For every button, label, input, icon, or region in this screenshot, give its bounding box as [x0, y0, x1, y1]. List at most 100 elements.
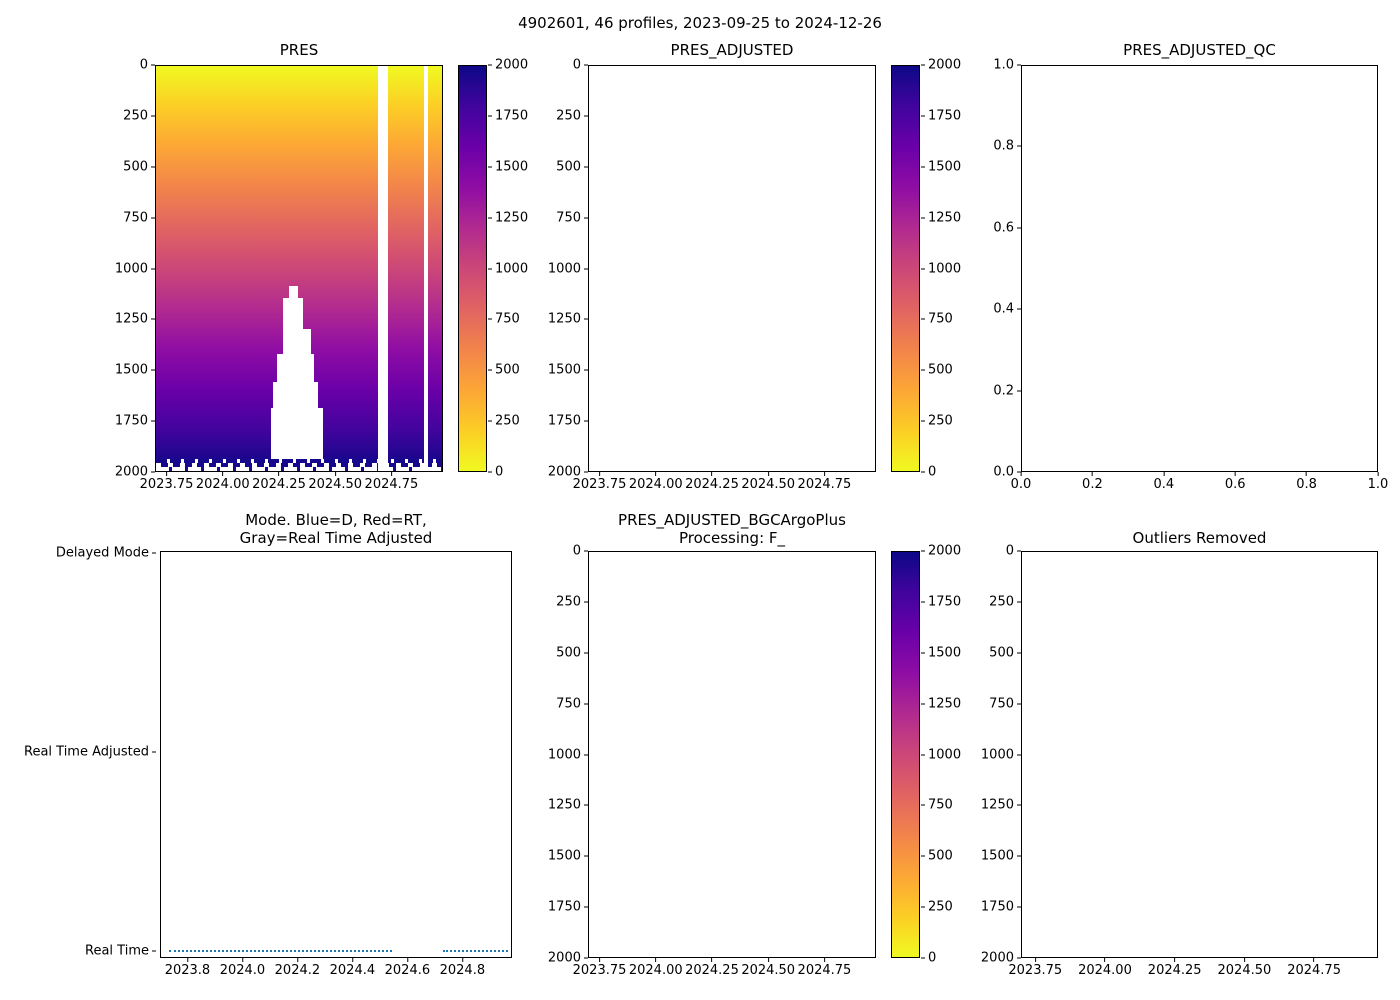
real-time-mode-line-segment — [169, 950, 392, 952]
tick-label: 2024.00 — [629, 472, 683, 492]
tick-label: 2023.8 — [165, 958, 210, 978]
tick-label: 2024.50 — [308, 472, 362, 492]
tick-label: 0.0 — [1011, 472, 1031, 492]
tick-label: 2024.75 — [798, 472, 851, 492]
tick-label: 500 — [123, 159, 155, 174]
mode-title-line2: Gray=Real Time Adjusted — [239, 529, 433, 547]
tick-label: 750 — [989, 696, 1021, 711]
tick-label: 1000 — [548, 261, 588, 276]
tick-label: 2024.00 — [1078, 958, 1132, 978]
tick-label: 1250 — [488, 210, 528, 225]
tick-label: 1000 — [488, 261, 528, 276]
tick-label: 1500 — [115, 363, 155, 378]
pres-colorbar — [458, 65, 487, 472]
tick-label: 1750 — [981, 900, 1021, 915]
tick-label: 1750 — [921, 108, 961, 123]
mode-x-axis-ticks: 2023.8 2024.0 2024.2 2024.4 2024.6 2024.8 — [160, 958, 512, 982]
tick-label: 0 — [1006, 544, 1021, 559]
tick-label: 2024.2 — [275, 958, 320, 978]
tick-label: 250 — [921, 900, 953, 915]
tick-label: 0.8 — [993, 139, 1021, 154]
tick-label: 2023.75 — [140, 472, 193, 492]
tick-label: 250 — [556, 108, 588, 123]
pres-adjusted-plot-area — [588, 65, 876, 472]
tick-label: 2000 — [921, 58, 961, 73]
tick-label: 2024.00 — [629, 958, 683, 978]
outliers-x-axis-ticks: 2023.75 2024.00 2024.25 2024.50 2024.75 — [1008, 958, 1378, 982]
tick-label: 1250 — [981, 798, 1021, 813]
bgc-x-axis-ticks: 2023.75 2024.00 2024.25 2024.50 2024.75 — [573, 958, 876, 982]
tick-label: 500 — [488, 363, 520, 378]
tick-label: 0 — [921, 951, 936, 966]
tick-label: Real Time — [85, 943, 156, 958]
pres-plot-area — [155, 65, 443, 472]
bgc-colorbar-gradient — [892, 552, 919, 957]
tick-label: 2024.50 — [741, 472, 795, 492]
tick-label: 0 — [488, 465, 503, 480]
tick-label: 1750 — [548, 414, 588, 429]
tick-label: 750 — [921, 312, 953, 327]
tick-label: 1000 — [981, 747, 1021, 762]
missing-data-step — [283, 329, 311, 354]
mode-y-axis-ticks: Delayed Mode Real Time Adjusted Real Time — [10, 545, 156, 958]
missing-data-step — [283, 298, 303, 329]
bgc-title-line2: Processing: F_ — [678, 529, 786, 547]
profile-bottom-jagged-edge — [156, 463, 442, 467]
tick-label: 2024.75 — [1287, 958, 1341, 978]
tick-label: 0.4 — [993, 302, 1021, 317]
tick-label: 0.2 — [1082, 472, 1103, 492]
tick-label: 2024.00 — [196, 472, 250, 492]
tick-label: 500 — [556, 645, 588, 660]
tick-label: 2024.0 — [220, 958, 265, 978]
tick-label: 2000 — [921, 544, 961, 559]
tick-label: 500 — [556, 159, 588, 174]
tick-label: 1500 — [548, 363, 588, 378]
pres-adjusted-colorbar-ticks: 2000 1750 1500 1250 1000 750 500 250 0 — [921, 58, 971, 480]
tick-label: 0.0 — [993, 465, 1021, 480]
tick-label: 2000 — [548, 951, 588, 966]
missing-data-step — [273, 382, 318, 408]
missing-data-step — [271, 408, 323, 459]
bgc-colorbar-ticks: 2000 1750 1500 1250 1000 750 500 250 0 — [921, 544, 971, 966]
tick-label: 0.6 — [1225, 472, 1246, 492]
tick-label: 500 — [921, 363, 953, 378]
missing-profiles-stripe — [378, 66, 388, 471]
tick-label: 250 — [989, 594, 1021, 609]
qc-plot-area — [1021, 65, 1378, 472]
tick-label: 2024.25 — [1148, 958, 1202, 978]
tick-label: 1.0 — [993, 58, 1021, 73]
tick-label: 500 — [989, 645, 1021, 660]
tick-label: 1750 — [115, 414, 155, 429]
tick-label: 250 — [123, 108, 155, 123]
tick-label: 0 — [573, 544, 588, 559]
tick-label: 2023.75 — [573, 472, 626, 492]
pres-adjusted-y-axis-ticks: 0 250 500 750 1000 1250 1500 1750 2000 — [518, 58, 588, 480]
tick-label: 750 — [123, 210, 155, 225]
tick-label: 1500 — [921, 645, 961, 660]
tick-label: 1750 — [548, 900, 588, 915]
missing-data-step — [277, 354, 314, 382]
tick-label: 1000 — [115, 261, 155, 276]
outliers-y-axis-ticks: 0 250 500 750 1000 1250 1500 1750 2000 — [951, 544, 1021, 966]
tick-label: 2023.75 — [573, 958, 626, 978]
pres-y-axis-ticks: 0 250 500 750 1000 1250 1500 1750 2000 — [85, 58, 155, 480]
tick-label: 1500 — [921, 159, 961, 174]
tick-label: 2024.25 — [685, 472, 739, 492]
tick-label: Delayed Mode — [56, 545, 156, 560]
bgc-y-axis-ticks: 0 250 500 750 1000 1250 1500 1750 2000 — [518, 544, 588, 966]
tick-label: 2024.8 — [440, 958, 485, 978]
tick-label: 2024.4 — [330, 958, 375, 978]
tick-label: 250 — [556, 594, 588, 609]
missing-profiles-stripe — [424, 66, 428, 471]
tick-label: 1750 — [488, 108, 528, 123]
tick-label: 1250 — [115, 312, 155, 327]
bgc-plot-area — [588, 551, 876, 958]
pres-title: PRES — [279, 41, 319, 59]
tick-label: 750 — [488, 312, 520, 327]
tick-label: 2024.50 — [1218, 958, 1271, 978]
tick-label: 1500 — [548, 849, 588, 864]
outliers-title: Outliers Removed — [1132, 529, 1267, 547]
tick-label: 750 — [921, 798, 953, 813]
tick-label: 0.8 — [1296, 472, 1317, 492]
